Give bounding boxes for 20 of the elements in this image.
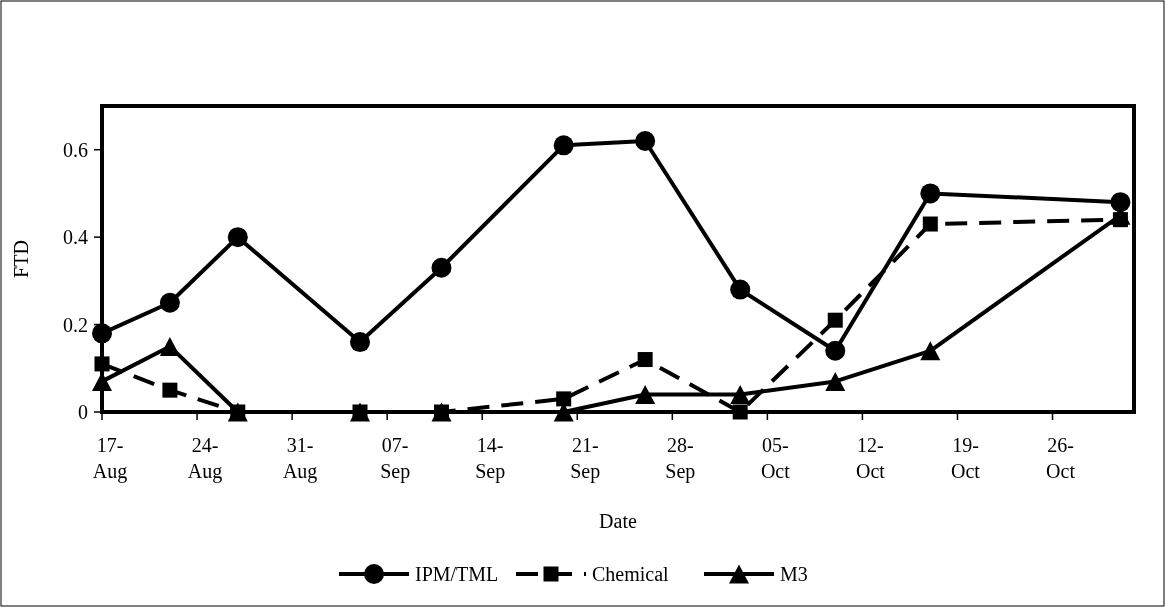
x-tick-label: 17-Aug bbox=[92, 434, 128, 483]
y-tick-label: 0.2 bbox=[63, 313, 88, 336]
legend-label: IPM/TML bbox=[415, 563, 499, 585]
x-tick-label: 31-Aug bbox=[282, 434, 318, 483]
x-tick-label: 24-Aug bbox=[187, 434, 223, 483]
x-tick-label: 14-Sep bbox=[475, 434, 506, 483]
legend-label: M3 bbox=[780, 563, 808, 585]
x-tick-label: 26-Oct bbox=[1046, 434, 1076, 482]
x-tick-label: 28-Sep bbox=[665, 434, 696, 483]
x-tick-label: 21-Sep bbox=[570, 434, 601, 483]
x-tick-label: 05-Oct bbox=[760, 434, 791, 482]
x-tick-label: 12-Oct bbox=[855, 434, 886, 482]
y-tick-label: 0.6 bbox=[63, 138, 88, 161]
x-tick-label: 07-Sep bbox=[380, 434, 411, 483]
x-axis-title: Date bbox=[599, 510, 637, 532]
legend-label: Chemical bbox=[592, 563, 670, 585]
y-tick-label: 0.4 bbox=[63, 226, 88, 249]
x-tick-label: 19-Oct bbox=[951, 434, 981, 482]
y-tick-label: 0 bbox=[78, 401, 88, 423]
y-axis-title: FTD bbox=[10, 240, 32, 278]
